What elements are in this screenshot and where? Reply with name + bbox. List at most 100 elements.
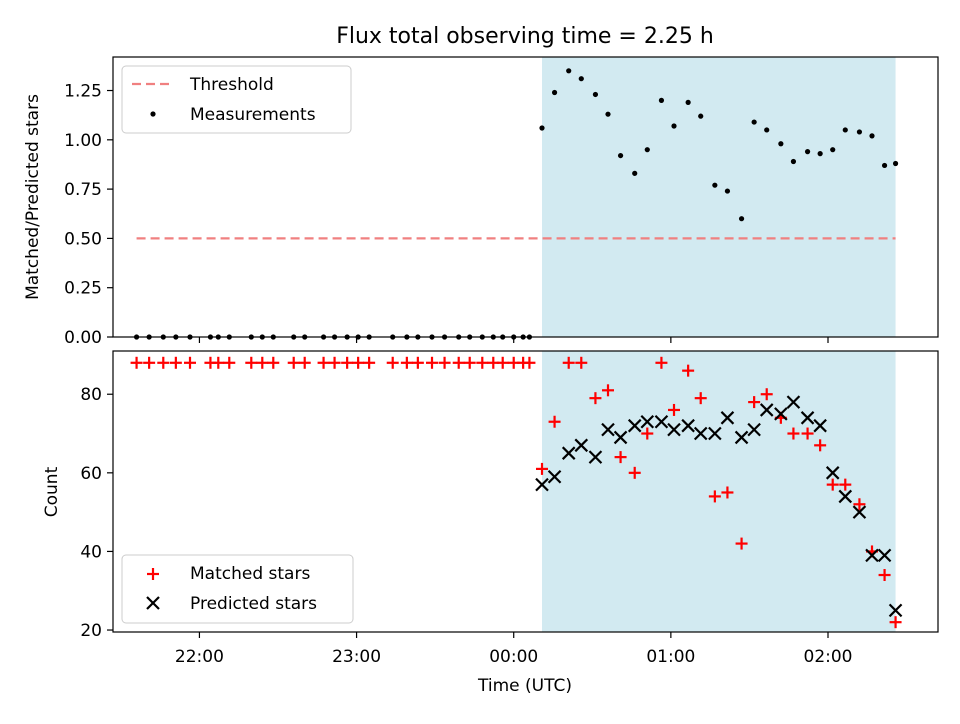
- predicted-star-point: [613, 430, 628, 445]
- predicted-star-point: [681, 418, 695, 433]
- predicted-star-point: [747, 422, 761, 437]
- measurement-point: [632, 170, 638, 176]
- measurement-point: [617, 152, 624, 159]
- top-x-ticks: [198, 337, 829, 343]
- predicted-star-point: [813, 418, 827, 433]
- legend-predicted-label: Predicted stars: [190, 594, 317, 614]
- predicted-star-point: [734, 430, 749, 445]
- bottom-legend-box: [121, 554, 354, 624]
- measurement-point: [856, 129, 863, 135]
- measurement-point: [685, 99, 691, 105]
- bottom-y-axis-label: Count: [42, 466, 62, 517]
- measurement-point: [869, 133, 875, 139]
- matched-star-point: [889, 616, 902, 629]
- predicted-star-point: [720, 411, 735, 425]
- matched-star-point: [223, 356, 236, 369]
- measurement-point: [738, 216, 745, 222]
- legend-measurements-swatch: [150, 111, 156, 117]
- measurement-point: [790, 158, 797, 165]
- matched-star-point: [463, 356, 476, 369]
- top-y-tick-label: 1.00: [64, 131, 102, 151]
- bottom-x-axis: 22:00 23:00 00:00 01:00 02:00: [175, 632, 853, 667]
- bottom-y-axis: 20 40 60 80: [80, 385, 113, 641]
- matched-star-point: [212, 356, 225, 369]
- matched-star-point: [287, 356, 300, 369]
- predicted-star-point: [708, 426, 722, 441]
- matched-star-point: [438, 356, 451, 369]
- top-panel: 0.00 0.25 0.50 0.75 1.00 1.25 Matched/Predict…: [23, 56, 939, 348]
- predicted-star-point: [601, 422, 615, 437]
- matched-star-point: [801, 427, 814, 440]
- matched-star-point: [694, 392, 707, 405]
- matched-star-point: [748, 396, 761, 409]
- predicted-star-point: [774, 407, 788, 421]
- matched-star-point: [853, 498, 866, 511]
- top-plot-frame: [112, 56, 939, 338]
- matched-star-point: [476, 356, 489, 369]
- measurement-point: [764, 127, 770, 133]
- matched-star-point: [130, 356, 143, 369]
- matched-star-point: [426, 356, 438, 369]
- measurement-point: [551, 89, 558, 96]
- measurement-point: [724, 188, 731, 194]
- matched-star-point: [341, 356, 354, 369]
- matched-star-point: [256, 356, 269, 369]
- x-tick-label: 01:00: [646, 647, 695, 667]
- predicted-star-point: [640, 414, 655, 429]
- matched-star-point: [267, 356, 280, 369]
- measurement-point: [881, 162, 888, 169]
- measurement-point: [539, 125, 545, 131]
- matched-star-point: [878, 569, 891, 582]
- matched-star-point: [169, 356, 182, 369]
- matched-star-point: [317, 356, 330, 369]
- matched-star-point: [839, 478, 852, 491]
- measurement-point: [804, 149, 811, 155]
- matched-star-point: [708, 490, 721, 503]
- predicted-star-point: [547, 469, 562, 484]
- x-axis-label: Time (UTC): [477, 676, 572, 696]
- matched-star-point: [411, 356, 424, 369]
- predicted-star-point: [693, 426, 708, 441]
- matched-star-point: [721, 486, 734, 499]
- matched-star-point: [363, 356, 376, 369]
- measurement-point: [658, 97, 665, 103]
- matched-star-point: [668, 403, 680, 416]
- measurement-point: [566, 68, 572, 74]
- predicted-star-point: [574, 438, 589, 453]
- predicted-star-point: [535, 477, 549, 492]
- matched-star-point: [814, 439, 827, 452]
- predicted-star-point: [838, 489, 853, 504]
- top-y-axis-label: Matched/Predicted stars: [23, 94, 43, 300]
- measurement-point: [671, 123, 677, 129]
- predicted-star-point: [759, 403, 774, 417]
- legend-predicted-swatch: [146, 596, 160, 610]
- legend-matched-label: Matched stars: [190, 564, 310, 584]
- legend-matched-swatch: [147, 568, 159, 580]
- x-tick-label: 23:00: [332, 647, 381, 667]
- matched-star-point: [328, 356, 341, 369]
- x-tick-label: 22:00: [175, 647, 224, 667]
- bottom-panel: 20 40 60 80 22:00 23:00 00:00 01:00 02:00 Count…: [42, 350, 939, 696]
- top-y-tick-label: 0.00: [64, 328, 102, 348]
- predicted-star-point: [825, 466, 840, 480]
- measurement-point: [644, 147, 650, 153]
- bottom-y-tick-label: 40: [80, 542, 102, 562]
- measurement-point: [842, 127, 848, 133]
- bottom-y-tick-label: 60: [80, 464, 102, 484]
- matched-star-point: [400, 356, 413, 369]
- matched-star-point: [589, 392, 602, 405]
- x-tick-label: 00:00: [489, 647, 538, 667]
- predicted-star-point: [800, 411, 815, 425]
- matched-star-point: [523, 356, 536, 369]
- measurement-point: [751, 119, 757, 125]
- matched-star-point: [562, 356, 575, 369]
- matched-star-point: [575, 356, 588, 369]
- predicted-star-point: [877, 548, 892, 563]
- bottom-legend: Matched stars Predicted stars: [121, 554, 354, 624]
- bottom-y-tick-label: 80: [80, 385, 102, 405]
- measurement-point: [712, 182, 718, 188]
- matched-star-point: [157, 356, 170, 369]
- matched-star-point: [496, 356, 509, 369]
- legend-measurements-label: Measurements: [190, 105, 316, 125]
